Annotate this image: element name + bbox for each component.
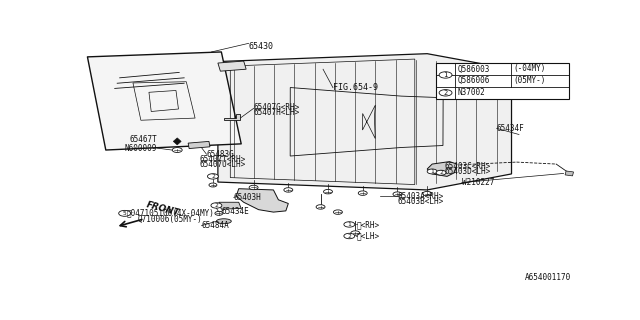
Text: 65407T<RH>: 65407T<RH> <box>199 156 245 164</box>
Text: ⑥047105100(4X-04MY): ⑥047105100(4X-04MY) <box>127 209 215 218</box>
Text: 1: 1 <box>444 72 447 78</box>
Circle shape <box>118 210 131 216</box>
Text: 65434E: 65434E <box>221 207 249 216</box>
Text: 65403D<LH>: 65403D<LH> <box>445 167 491 176</box>
Text: 65407H<LH>: 65407H<LH> <box>253 108 300 117</box>
Text: 65483G: 65483G <box>207 150 234 159</box>
Text: 65407U<LH>: 65407U<LH> <box>199 160 245 169</box>
Polygon shape <box>218 54 511 190</box>
Polygon shape <box>218 61 246 71</box>
Circle shape <box>249 185 258 190</box>
Text: A654001170: A654001170 <box>525 273 571 282</box>
Circle shape <box>344 222 355 227</box>
Text: 65403B<LH>: 65403B<LH> <box>397 196 444 205</box>
Text: 65403C<RH>: 65403C<RH> <box>445 162 491 171</box>
Polygon shape <box>188 141 210 148</box>
Text: 65434F: 65434F <box>497 124 524 133</box>
Circle shape <box>423 191 431 196</box>
Circle shape <box>428 169 437 174</box>
Text: 65484A: 65484A <box>202 221 229 230</box>
Circle shape <box>351 231 360 235</box>
Text: 2: 2 <box>214 203 218 208</box>
Polygon shape <box>173 138 181 145</box>
Circle shape <box>439 90 452 96</box>
Text: 2: 2 <box>439 170 443 175</box>
Circle shape <box>215 212 223 215</box>
Text: 65403A<RH>: 65403A<RH> <box>397 192 444 201</box>
Text: 65407G<RH>: 65407G<RH> <box>253 103 300 112</box>
Text: 65467T: 65467T <box>129 135 157 144</box>
Text: ①<RH>: ①<RH> <box>356 220 380 229</box>
Text: FIG.654-9: FIG.654-9 <box>333 83 378 92</box>
Circle shape <box>211 203 222 208</box>
Text: Q710006(05MY-): Q710006(05MY-) <box>138 215 202 224</box>
Polygon shape <box>224 114 240 120</box>
Circle shape <box>207 174 218 179</box>
Text: 5: 5 <box>123 211 127 216</box>
Circle shape <box>284 188 292 192</box>
Polygon shape <box>88 52 241 150</box>
Text: W210227: W210227 <box>462 178 494 187</box>
Text: 1: 1 <box>430 169 434 174</box>
Polygon shape <box>236 189 288 212</box>
Bar <box>436 63 569 99</box>
Text: N37002: N37002 <box>458 88 485 97</box>
Circle shape <box>172 148 182 153</box>
Circle shape <box>209 183 217 187</box>
Polygon shape <box>565 171 573 176</box>
Text: 2: 2 <box>444 90 447 96</box>
Text: Q586006: Q586006 <box>458 76 490 85</box>
Text: 65403H: 65403H <box>234 193 262 202</box>
Circle shape <box>358 191 367 195</box>
Text: FRONT: FRONT <box>145 201 181 218</box>
Text: N600009: N600009 <box>125 144 157 153</box>
Text: 65430: 65430 <box>249 42 274 51</box>
Circle shape <box>316 205 325 209</box>
Polygon shape <box>219 202 241 209</box>
Text: 2: 2 <box>348 234 351 238</box>
Text: ②<LH>: ②<LH> <box>356 231 380 241</box>
Text: 1: 1 <box>348 222 351 227</box>
Circle shape <box>333 210 342 214</box>
Circle shape <box>324 189 332 194</box>
Circle shape <box>393 192 402 196</box>
Text: Q586003: Q586003 <box>458 65 490 74</box>
Circle shape <box>344 233 355 239</box>
Text: (-04MY): (-04MY) <box>513 65 545 74</box>
Polygon shape <box>428 162 457 176</box>
Text: (05MY-): (05MY-) <box>513 76 545 85</box>
Circle shape <box>436 170 446 175</box>
Text: 2: 2 <box>211 174 215 179</box>
Circle shape <box>439 72 452 78</box>
Ellipse shape <box>216 219 231 224</box>
